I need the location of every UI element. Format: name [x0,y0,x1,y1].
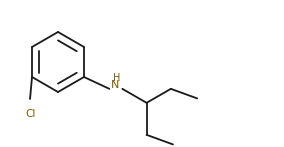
Text: N: N [111,80,120,90]
Text: Cl: Cl [26,109,36,119]
Text: H: H [113,73,120,83]
